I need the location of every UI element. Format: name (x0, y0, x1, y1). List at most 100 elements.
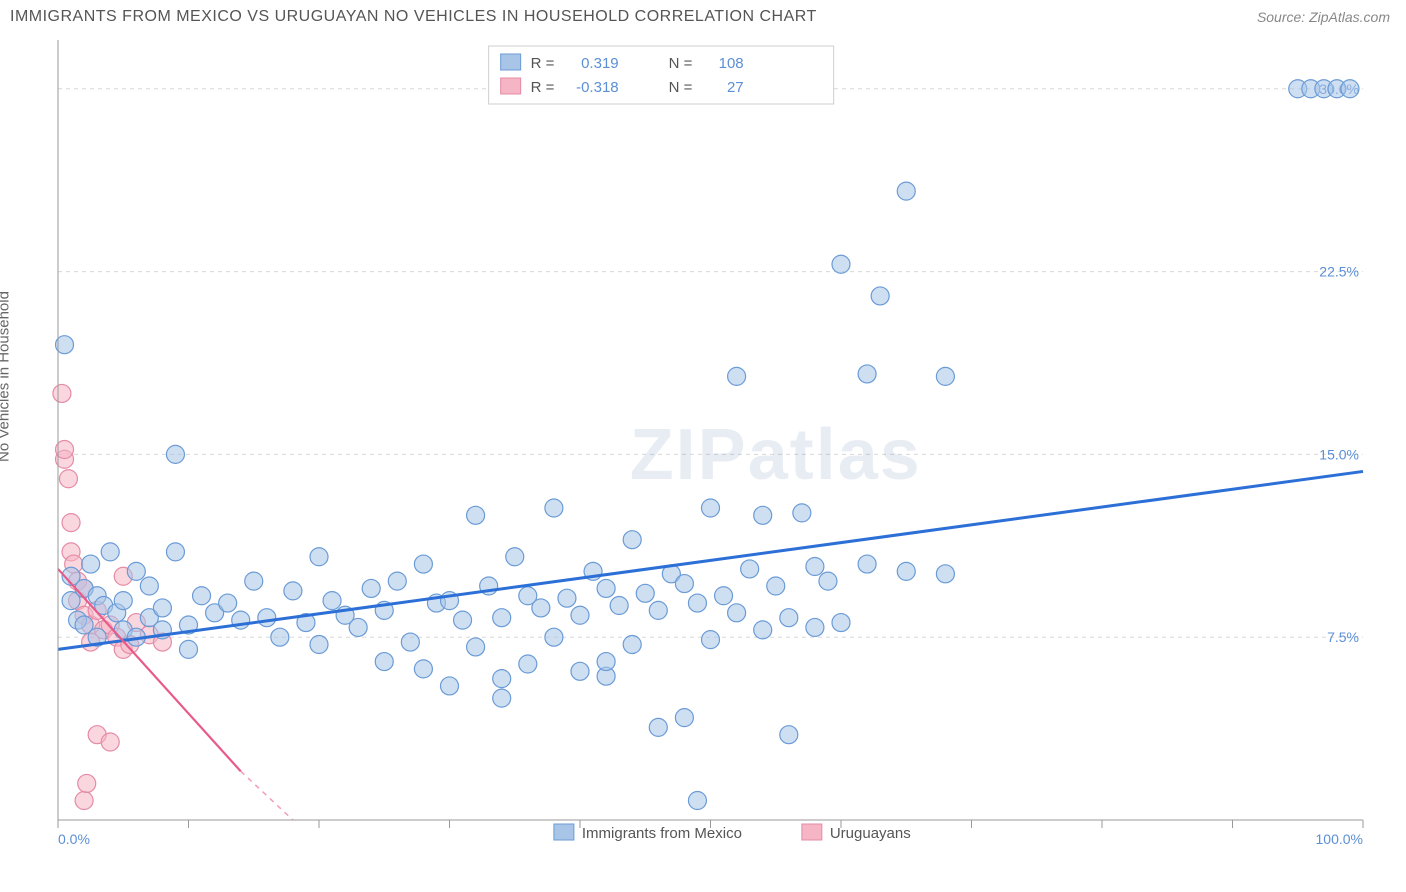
data-point-mexico (258, 609, 276, 627)
y-axis-label: No Vehicles in Household (0, 291, 13, 462)
data-point-mexico (82, 555, 100, 573)
data-point-mexico (897, 562, 915, 580)
data-point-mexico (545, 499, 563, 517)
legend-series1-label: Immigrants from Mexico (582, 825, 742, 842)
trend-line-mexico (58, 471, 1363, 649)
data-point-mexico (702, 631, 720, 649)
legend-n-value: 27 (727, 79, 744, 96)
data-point-mexico (166, 445, 184, 463)
watermark: ZIPatlas (630, 415, 922, 495)
legend-n-value: 108 (719, 55, 744, 72)
data-point-mexico (754, 506, 772, 524)
data-point-mexico (388, 572, 406, 590)
data-point-mexico (793, 504, 811, 522)
data-point-mexico (219, 594, 237, 612)
x-tick-label: 0.0% (58, 831, 90, 847)
source-label: Source: ZipAtlas.com (1257, 9, 1390, 25)
data-point-mexico (493, 689, 511, 707)
legend-swatch-pink (501, 78, 521, 94)
data-point-mexico (702, 499, 720, 517)
data-point-mexico (858, 365, 876, 383)
data-point-mexico (1341, 80, 1359, 98)
data-point-mexico (871, 287, 889, 305)
data-point-mexico (597, 653, 615, 671)
data-point-mexico (193, 587, 211, 605)
legend-r-label: R = (531, 79, 555, 96)
data-point-mexico (780, 609, 798, 627)
data-point-mexico (936, 565, 954, 583)
data-point-mexico (493, 670, 511, 688)
data-point-mexico (688, 792, 706, 810)
data-point-mexico (688, 594, 706, 612)
data-point-mexico (558, 589, 576, 607)
y-tick-label: 22.5% (1319, 264, 1359, 280)
data-point-mexico (519, 655, 537, 673)
data-point-mexico (310, 548, 328, 566)
data-point-mexico (310, 636, 328, 654)
legend-r-value: -0.318 (576, 79, 619, 96)
legend-swatch-pink (802, 824, 822, 840)
data-point-mexico (597, 579, 615, 597)
legend-n-label: N = (669, 55, 693, 72)
data-point-uruguayan (53, 384, 71, 402)
data-point-mexico (649, 601, 667, 619)
data-point-mexico (819, 572, 837, 590)
data-point-mexico (741, 560, 759, 578)
data-point-mexico (728, 604, 746, 622)
legend-r-value: 0.319 (581, 55, 619, 72)
data-point-mexico (728, 367, 746, 385)
data-point-mexico (858, 555, 876, 573)
x-tick-label: 100.0% (1316, 831, 1363, 847)
data-point-mexico (636, 584, 654, 602)
legend-swatch-blue (501, 54, 521, 70)
page-title: IMMIGRANTS FROM MEXICO VS URUGUAYAN NO V… (10, 8, 817, 26)
data-point-mexico (936, 367, 954, 385)
legend-n-label: N = (669, 79, 693, 96)
trend-line-uruguayan-extrap (241, 771, 293, 820)
data-point-mexico (649, 718, 667, 736)
data-point-mexico (441, 677, 459, 695)
data-point-mexico (623, 636, 641, 654)
legend-swatch-blue (554, 824, 574, 840)
data-point-uruguayan (75, 792, 93, 810)
data-point-mexico (610, 597, 628, 615)
data-point-mexico (284, 582, 302, 600)
data-point-mexico (832, 255, 850, 273)
data-point-uruguayan (62, 514, 80, 532)
data-point-mexico (897, 182, 915, 200)
trend-line-uruguayan (58, 569, 241, 771)
data-point-mexico (414, 555, 432, 573)
data-point-uruguayan (59, 470, 77, 488)
data-point-mexico (153, 599, 171, 617)
data-point-mexico (454, 611, 472, 629)
data-point-mexico (832, 614, 850, 632)
y-tick-label: 7.5% (1327, 629, 1359, 645)
data-point-mexico (166, 543, 184, 561)
data-point-mexico (245, 572, 263, 590)
data-point-mexico (715, 587, 733, 605)
data-point-mexico (545, 628, 563, 646)
data-point-mexico (767, 577, 785, 595)
data-point-mexico (467, 506, 485, 524)
data-point-mexico (571, 662, 589, 680)
legend-r-label: R = (531, 55, 555, 72)
data-point-mexico (349, 618, 367, 636)
data-point-mexico (623, 531, 641, 549)
data-point-mexico (571, 606, 589, 624)
data-point-mexico (401, 633, 419, 651)
data-point-mexico (101, 543, 119, 561)
data-point-mexico (806, 558, 824, 576)
data-point-mexico (271, 628, 289, 646)
data-point-mexico (675, 575, 693, 593)
data-point-mexico (506, 548, 524, 566)
data-point-uruguayan (101, 733, 119, 751)
data-point-mexico (323, 592, 341, 610)
data-point-mexico (362, 579, 380, 597)
data-point-mexico (780, 726, 798, 744)
data-point-mexico (754, 621, 772, 639)
y-tick-label: 15.0% (1319, 446, 1359, 462)
data-point-mexico (114, 592, 132, 610)
data-point-mexico (532, 599, 550, 617)
correlation-scatter-chart: 7.5%15.0%22.5%30.0%ZIPatlas0.0%100.0%R =… (10, 30, 1380, 860)
data-point-mexico (414, 660, 432, 678)
